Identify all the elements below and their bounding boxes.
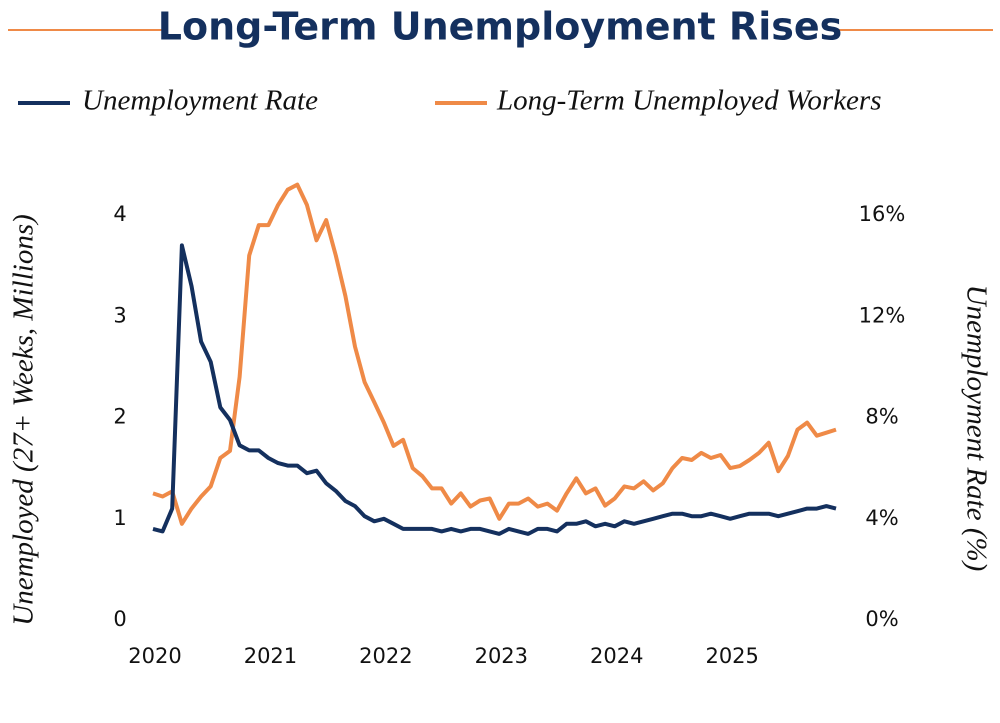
y2-tick-label: 4%	[865, 506, 898, 530]
y2-axis-title: Unemployment Rate (%)	[960, 285, 992, 572]
x-tick-label: 2020	[128, 644, 181, 668]
chart-title: Long-Term Unemployment Rises	[158, 5, 842, 49]
x-tick-label: 2022	[359, 644, 412, 668]
y-tick-label: 4	[113, 202, 126, 226]
y2-tick-label: 16%	[859, 202, 906, 226]
y2-tick-label: 8%	[865, 405, 898, 429]
line-series	[152, 182, 837, 526]
legend-label: Unemployment Rate	[82, 85, 318, 117]
y-axis-title: Unemployed (27+ Weeks, Millions)	[8, 214, 40, 626]
y-tick-label: 1	[113, 506, 126, 530]
x-tick-label: 2021	[244, 644, 297, 668]
legend-label: Long-Term Unemployed Workers	[496, 85, 882, 117]
y-tick-label: 2	[113, 405, 126, 429]
y-tick-label: 3	[113, 303, 126, 327]
x-tick-label: 2024	[590, 644, 643, 668]
x-tick-label: 2025	[705, 644, 758, 668]
y2-tick-label: 12%	[859, 303, 906, 327]
y2-tick-label: 0%	[865, 607, 898, 631]
x-tick-label: 2023	[475, 644, 528, 668]
line-series	[152, 243, 837, 536]
y-tick-label: 0	[113, 607, 126, 631]
